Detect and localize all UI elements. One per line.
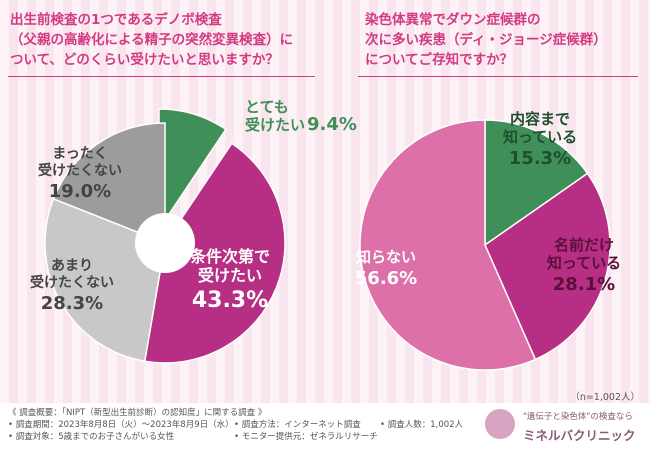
slice-value-0-2: 28.3% — [41, 293, 103, 314]
slice-value-0-1: 43.3% — [192, 288, 268, 313]
footer-panel — [0, 403, 650, 450]
survey-provider: • モニター提供元：ゼネラルリサーチ — [234, 432, 378, 442]
slice-label-1-1: 名前だけ知っている 28.1% — [547, 236, 621, 295]
slice-value-0-3: 19.0% — [49, 181, 111, 202]
donut-hole — [135, 213, 195, 273]
survey-period: • 調査期間：2023年8月8日（火）～2023年8月9日（水） — [8, 420, 234, 430]
left-question-title: 出生前検査の1つであるデノボ検査 （父親の高齢化による精子の突然変異検査）に つ… — [10, 12, 294, 68]
pie-slice-1-0 — [484, 119, 589, 247]
clinic-tagline: "遺伝子と染色体"の検査なら — [523, 412, 633, 422]
leader-line — [177, 127, 198, 139]
sample-size-note: （n=1,002人） — [570, 392, 640, 403]
slice-label-0-3: まったく受けたくない 19.0% — [38, 146, 122, 202]
slice-label-0-2: あまり受けたくない 28.3% — [30, 258, 114, 314]
survey-overview: 《 調査概要：「NIPT（新型出生前診断）の認知度」に関する調査 》 — [8, 408, 267, 418]
slice-label-1-2: 知らない 56.6% — [355, 248, 417, 289]
slice-label-0-0: とても受けたい 9.4% — [245, 98, 357, 135]
right-question-title: 染色体異常でダウン症候群の 次に多い疾患（ディ・ジョージ症候群） についてご存知… — [365, 12, 607, 68]
pie-slice-1-2 — [359, 119, 537, 371]
pie-slice-0-3 — [52, 122, 166, 245]
pie-chart-left: とても受けたい 9.4% 条件次第で受けたい 43.3% あまり受けたくない 28.3% ま… — [30, 98, 357, 364]
right-title-divider — [358, 76, 638, 77]
slice-value-1-0: 15.3% — [509, 148, 571, 169]
clinic-name: ミネルバクリニック — [523, 428, 636, 443]
pie-slice-0-2 — [44, 197, 166, 363]
survey-target: • 調査対象：5歳までのお子さんがいる女性 — [8, 432, 175, 442]
pie-slice-1-1 — [484, 172, 611, 361]
slice-label-0-1: 条件次第で受けたい 43.3% — [189, 247, 270, 313]
survey-method: • 調査方法：インターネット調査 — [234, 420, 361, 430]
slice-value-0-0: 9.4% — [307, 114, 357, 135]
slice-label-1-0: 内容まで知っている 15.3% — [503, 110, 577, 169]
slice-value-1-1: 28.1% — [553, 274, 615, 295]
pie-chart-right: 内容まで知っている 15.3% 名前だけ知っている 28.1% 知らない 56.6% — [355, 110, 621, 371]
slice-value-1-2: 56.6% — [355, 268, 417, 289]
pie-slice-0-1 — [143, 142, 286, 364]
survey-count: • 調査人数：1,002人 — [380, 420, 464, 430]
left-title-divider — [8, 76, 315, 77]
clinic-logo-icon — [485, 409, 515, 439]
pie-slice-0-0 — [158, 108, 227, 232]
